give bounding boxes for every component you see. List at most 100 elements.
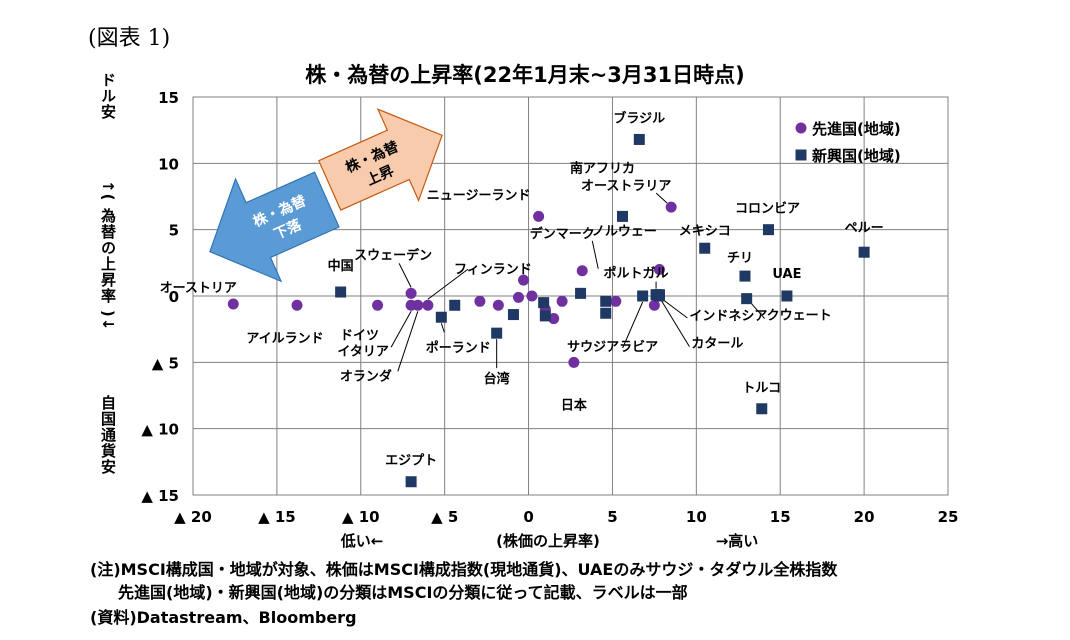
x-tick-label: ▲ 20 <box>174 508 212 526</box>
legend-label: 新興国(地域) <box>812 147 901 165</box>
emerging-point <box>633 133 645 145</box>
emerging-point <box>539 310 551 322</box>
legend-marker-emerging <box>795 149 807 161</box>
point-label: ニュージーランド <box>427 188 531 203</box>
point-label: コロンビア <box>735 201 800 217</box>
y-annotation-top: ドル安 <box>99 72 117 120</box>
leader-lines <box>390 192 766 372</box>
leader-line <box>663 299 688 319</box>
point-label: 中国 <box>328 258 354 274</box>
emerging-point <box>699 242 711 254</box>
point-label: トルコ <box>742 381 781 396</box>
y-axis-label: ↑( 為替の上昇率 )↓ <box>99 180 117 332</box>
source-line: (資料)Datastream、Bloomberg <box>90 608 357 627</box>
emerging-point <box>741 293 753 305</box>
point-label: 日本 <box>561 397 587 413</box>
y-tick-label: ▲ 10 <box>141 421 179 439</box>
point-label: カタール <box>691 337 743 352</box>
emerging-point <box>781 290 793 302</box>
leader-line <box>660 300 690 347</box>
y-tick-label: 10 <box>158 155 179 173</box>
developed-point <box>405 287 417 299</box>
developed-point <box>648 299 660 311</box>
point-label: オーストラリア <box>581 179 671 194</box>
point-label: ポルトガル <box>604 266 669 282</box>
leader-line <box>655 192 668 204</box>
x-tick-label: 25 <box>938 508 959 526</box>
point-label: インドネシア <box>689 309 767 324</box>
point-label: イタリア <box>337 344 388 359</box>
emerging-point <box>617 210 629 222</box>
y-tick-label: 0 <box>169 288 179 306</box>
emerging-point <box>637 290 649 302</box>
point-label: オーストリア <box>160 281 237 296</box>
emerging-point <box>538 297 550 309</box>
axis-ticks: ▲ 20 ▲ 15 ▲ 10 ▲ 5 0 5 10 15 20 25 15 10 5 0 ▲ 5 ▲ 10 ▲ … <box>141 89 958 526</box>
y-annotation-bottom: 自国通貨安 <box>99 395 117 475</box>
legend: 先進国(地域) 新興国(地域) <box>795 120 901 165</box>
leader-line <box>750 302 766 319</box>
point-label: UAE <box>772 267 801 282</box>
legend-marker-developed <box>795 122 807 134</box>
point-label: サウジアラビア <box>567 339 658 355</box>
leader-line <box>591 240 599 269</box>
y-tick-label: ▲ 5 <box>152 354 179 372</box>
developed-point <box>526 290 538 302</box>
emerging-point <box>600 307 612 319</box>
data-points <box>227 133 870 488</box>
x-tick-label: ▲ 10 <box>342 508 380 526</box>
point-label: ノルウェー <box>592 224 657 239</box>
legend-label: 先進国(地域) <box>812 120 901 138</box>
note-line-1: (注)MSCI構成国・地域が対象、株価はMSCI構成指数(現地通貨)、UAEのみ… <box>90 560 838 579</box>
x-tick-label: 0 <box>523 508 533 526</box>
x-tick-label: 20 <box>854 508 875 526</box>
emerging-point <box>435 311 447 323</box>
point-label: デンマーク <box>530 226 595 242</box>
x-low-annotation: 低い← <box>340 532 384 550</box>
emerging-point <box>405 476 417 488</box>
developed-point <box>665 201 677 213</box>
arrow-up-body <box>317 108 443 211</box>
developed-point <box>492 299 504 311</box>
emerging-point <box>449 299 461 311</box>
emerging-point <box>858 246 870 258</box>
developed-point <box>610 295 622 307</box>
x-high-annotation: →高い <box>716 532 759 550</box>
developed-point <box>568 356 580 368</box>
y-tick-label: 5 <box>169 222 179 240</box>
y-tick-label: 15 <box>158 89 179 107</box>
point-label: クウェート <box>767 309 832 324</box>
point-label: ポーランド <box>426 340 491 356</box>
x-tick-label: 10 <box>686 508 707 526</box>
y-tick-label: ▲ 15 <box>141 487 179 505</box>
x-axis-label: (株価の上昇率) <box>496 532 600 550</box>
leader-line <box>622 301 644 349</box>
leader-line <box>427 268 469 300</box>
developed-point <box>372 299 384 311</box>
point-label: ペルー <box>845 221 884 236</box>
developed-point <box>518 274 530 286</box>
point-label: エジプト <box>385 454 437 469</box>
emerging-point <box>739 270 751 282</box>
leader-line <box>398 263 412 288</box>
developed-point <box>512 291 524 303</box>
point-label: ブラジル <box>613 110 665 126</box>
developed-point <box>556 295 568 307</box>
x-tick-label: ▲ 15 <box>258 508 296 526</box>
leader-line <box>390 311 412 348</box>
emerging-point <box>507 309 519 321</box>
point-label: スウェーデン <box>354 247 432 263</box>
developed-point <box>533 210 545 222</box>
x-tick-label: ▲ 5 <box>431 508 458 526</box>
leader-line <box>397 311 419 372</box>
point-label: チリ <box>727 251 753 266</box>
point-label: フィンランド <box>454 262 532 277</box>
emerging-point <box>756 403 768 415</box>
x-tick-label: 5 <box>607 508 617 526</box>
developed-point <box>653 263 665 275</box>
developed-point <box>227 298 239 310</box>
emerging-point <box>491 327 503 339</box>
